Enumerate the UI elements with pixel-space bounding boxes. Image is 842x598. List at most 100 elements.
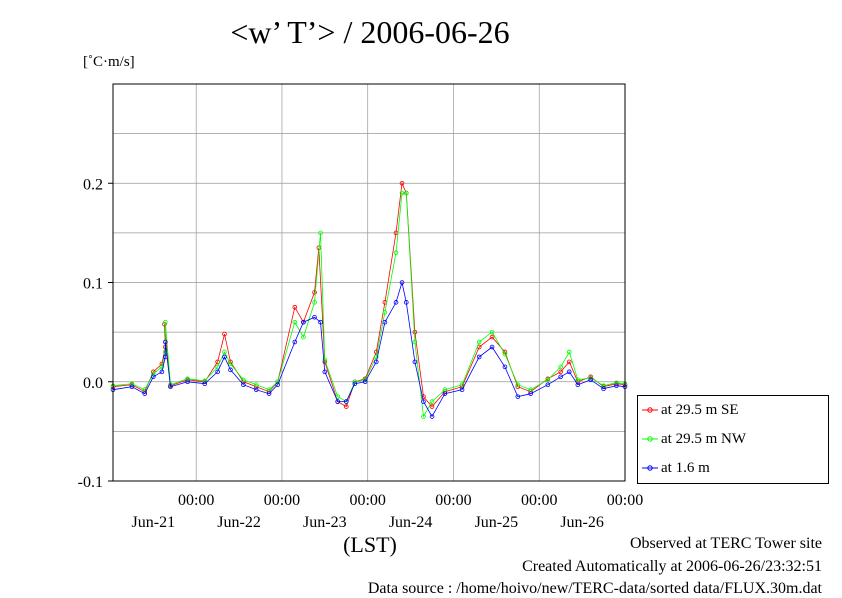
data-point: [393, 250, 399, 256]
data-point: [545, 377, 551, 383]
data-point: [241, 377, 246, 383]
data-point: [558, 374, 563, 380]
data-point: [335, 399, 340, 404]
data-point: [343, 399, 349, 404]
series-line-0: [112, 181, 626, 408]
data-point: [404, 300, 409, 305]
data-point: [575, 377, 581, 383]
data-point: [292, 339, 298, 345]
x-date-label: Jun-21: [132, 514, 176, 531]
data-point: [515, 394, 521, 399]
data-point: [399, 190, 405, 196]
y-tick-label: 0.2: [83, 176, 103, 193]
data-point: [322, 369, 328, 375]
data-point: [159, 369, 165, 375]
legend-marker-nw-icon: [642, 436, 658, 442]
data-point: [253, 387, 259, 392]
data-point: [545, 382, 551, 388]
axes: -0.1 0.0 0.1 0.2 00:00 00:00 00:00 00:00 00:00 00…: [78, 176, 644, 531]
data-point: [412, 339, 418, 345]
data-point: [301, 334, 306, 340]
data-point: [343, 404, 349, 409]
data-point: [476, 339, 482, 345]
data-point: [614, 383, 619, 389]
data-point: [312, 290, 317, 295]
data-point: [393, 300, 399, 305]
data-point: [601, 383, 606, 389]
data-point: [352, 381, 358, 387]
x-tick-time-label: 00:00: [178, 492, 214, 509]
x-axis-label: (LST): [343, 532, 397, 557]
series-line-2: [112, 280, 626, 418]
grid: [113, 84, 626, 481]
data-point: [322, 357, 328, 363]
legend: at 29.5 m SE at 29.5 m NW at 1.6 m: [637, 395, 829, 484]
data-point: [421, 414, 426, 419]
data-point: [129, 384, 135, 390]
data-point: [362, 379, 368, 385]
data-point: [399, 180, 405, 186]
data-point: [163, 354, 168, 360]
footer-site: Observed at TERC Tower site: [629, 535, 822, 552]
data-point: [185, 376, 190, 382]
data-point: [185, 379, 190, 385]
data-point: [566, 369, 572, 375]
data-point: [301, 319, 306, 325]
data-point: [515, 382, 521, 388]
footer-created: Created Automatically at 2006-06-26/23:3…: [522, 558, 822, 575]
data-point: [489, 344, 495, 350]
data-point: [566, 349, 572, 355]
data-point: [528, 391, 533, 396]
data-point: [163, 319, 168, 325]
x-date-label: Jun-26: [560, 514, 604, 531]
data-point: [241, 382, 246, 388]
data-point: [614, 380, 619, 386]
x-date-label: Jun-24: [389, 514, 433, 531]
y-tick-label: 0.1: [83, 276, 103, 293]
data-point: [222, 354, 227, 360]
data-point: [575, 382, 581, 388]
data-point: [275, 379, 280, 385]
data-point: [312, 300, 317, 305]
data-point: [266, 391, 272, 396]
data-point: [588, 377, 593, 383]
data-point: [318, 319, 323, 325]
x-date-label: Jun-25: [475, 514, 519, 531]
legend-label-1-6m: at 1.6 m: [661, 460, 710, 476]
data-point: [318, 230, 323, 236]
data-point: [228, 367, 233, 373]
legend-marker-se-icon: [642, 407, 658, 413]
x-date-label: Jun-22: [217, 514, 261, 531]
x-tick-time-label: 00:00: [521, 492, 557, 509]
data-point: [222, 331, 227, 337]
data-point: [382, 319, 388, 325]
data-point: [168, 384, 173, 390]
data-point: [275, 382, 280, 388]
data-point: [412, 359, 418, 365]
legend-label-nw: at 29.5 m NW: [661, 431, 746, 447]
y-tick-label: -0.1: [78, 474, 103, 491]
data-point: [159, 364, 165, 370]
x-tick-time-label: 00:00: [607, 492, 643, 509]
data-point: [151, 374, 156, 380]
data-point: [558, 369, 563, 375]
data-point: [489, 334, 495, 340]
legend-marker-1-6m-icon: [642, 465, 658, 471]
data-point: [215, 369, 220, 375]
data-point: [601, 386, 606, 391]
data-point: [129, 381, 135, 387]
x-date-label: Jun-23: [303, 514, 347, 531]
data-point: [429, 404, 435, 409]
x-tick-time-label: 00:00: [264, 492, 300, 509]
data-point: [373, 354, 379, 360]
data-point: [382, 309, 388, 315]
data-point: [421, 399, 426, 404]
chart-title: <w’ T’> / 2006-06-26: [230, 14, 510, 50]
data-point: [459, 382, 465, 388]
data-point: [151, 371, 156, 377]
data-point: [202, 381, 208, 387]
x-tick-time-label: 00:00: [435, 492, 471, 509]
data-point: [253, 382, 259, 388]
data-point: [476, 354, 482, 360]
